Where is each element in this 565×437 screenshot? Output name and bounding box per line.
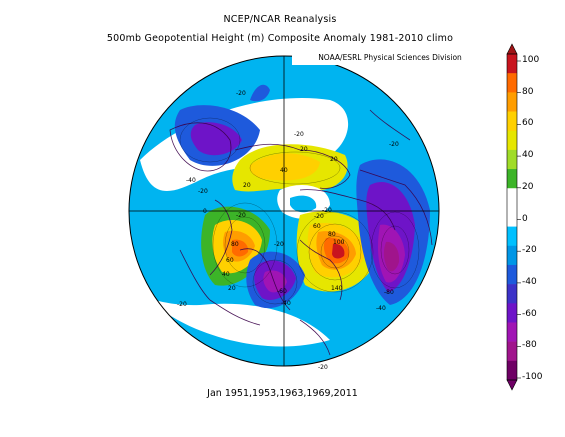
contour-label: -20 (177, 301, 187, 308)
colorbar-top-arrow (506, 43, 518, 55)
contour-label: -40 (281, 300, 291, 307)
contour-label: 60 (226, 257, 234, 264)
colorbar-segment (507, 149, 517, 170)
colorbar-tick-label: 80 (522, 86, 534, 97)
contour-label: -20 (389, 141, 399, 148)
colorbar-segment (507, 341, 517, 362)
contour-label: 40 (280, 167, 288, 174)
contour-label: 20 (330, 156, 338, 163)
colorbar-tick-label: -60 (522, 308, 537, 319)
contour-label: -20 (274, 241, 284, 248)
colorbar-tick-label: -100 (522, 372, 543, 382)
contour-label: -20 (318, 364, 328, 371)
contour-label: 40 (222, 271, 230, 278)
contour-label: 140 (331, 285, 343, 292)
colorbar-segment (507, 264, 517, 285)
colorbar-segment (507, 322, 517, 342)
contour-label: -20 (236, 212, 246, 219)
contour-label: 0 (203, 208, 207, 215)
colorbar-segment (507, 284, 517, 304)
colorbar-segment (507, 226, 517, 247)
contour-label: 20 (228, 285, 236, 292)
colorbar-segment (507, 207, 517, 227)
colorbar-segment (507, 303, 517, 323)
contour-label: 100 (333, 239, 345, 246)
contour-label: -80 (384, 289, 394, 296)
contour-label: -20 (294, 131, 304, 138)
colorbar-tick-label: 0 (522, 213, 528, 224)
colorbar-tick-label: -20 (522, 245, 537, 256)
colorbar-tick-label: -80 (522, 340, 537, 351)
title-line-1: NCEP/NCAR Reanalysis (223, 14, 337, 25)
credit-label: NOAA/ESRL Physical Sciences Division (292, 51, 488, 65)
contour-label: -60 (277, 288, 287, 295)
contour-label: 80 (328, 231, 336, 238)
contour-label: -40 (376, 305, 386, 312)
colorbar-segment (507, 92, 517, 112)
contour-label: 20 (243, 182, 251, 189)
colorbar-tick-label: 100 (522, 55, 540, 65)
contour-label: 20 (300, 146, 308, 153)
colorbar-tick-label: 60 (522, 118, 534, 129)
contour-label: -20 (322, 207, 332, 214)
contour-label: -20 (314, 213, 324, 220)
colorbar-segment (507, 188, 517, 208)
contour-label: 80 (231, 241, 239, 248)
colorbar-segment (507, 73, 517, 93)
colorbar-tick-label: -40 (522, 276, 537, 287)
colorbar-segment (507, 111, 517, 132)
colorbar-segment (507, 130, 517, 151)
contour-label: -20 (198, 188, 208, 195)
caption: Jan 1951,1953,1963,1969,2011 (207, 388, 358, 399)
colorbar-segment (507, 169, 517, 189)
colorbar-tick-label: 20 (522, 181, 534, 192)
colorbar-tick-label: 40 (522, 150, 534, 161)
colorbar-segment (507, 360, 517, 381)
colorbar-segment (507, 54, 517, 74)
contour-label: -20 (236, 90, 246, 97)
title-line-2: 500mb Geopotential Height (m) Composite … (106, 33, 454, 44)
colorbar-segment (507, 245, 517, 266)
colorbar-outline (506, 53, 518, 381)
contour-label: -40 (186, 177, 196, 184)
contour-label: 60 (313, 223, 321, 230)
